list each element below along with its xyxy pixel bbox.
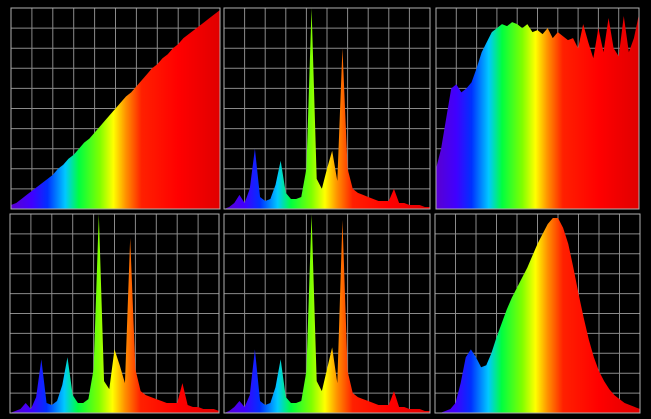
spectrum-area xyxy=(10,214,219,413)
spectrum-area xyxy=(224,214,430,413)
spectrum-chart xyxy=(435,7,640,210)
spectrum-chart xyxy=(9,213,220,414)
spectrum-area xyxy=(11,10,220,210)
plot-frame xyxy=(10,7,221,210)
plot-frame xyxy=(223,213,431,414)
spectrum-area xyxy=(224,8,430,209)
spectrum-area xyxy=(435,217,640,413)
spectrum-chart xyxy=(434,213,641,414)
plot-frame xyxy=(9,213,220,414)
plot-frame xyxy=(435,7,640,210)
plot-frame xyxy=(223,7,431,210)
spectrum-chart xyxy=(223,213,431,414)
spectrum-chart xyxy=(223,7,431,210)
plot-frame xyxy=(434,213,641,414)
spectrum-chart xyxy=(10,7,221,210)
spectrum-area xyxy=(436,14,639,210)
